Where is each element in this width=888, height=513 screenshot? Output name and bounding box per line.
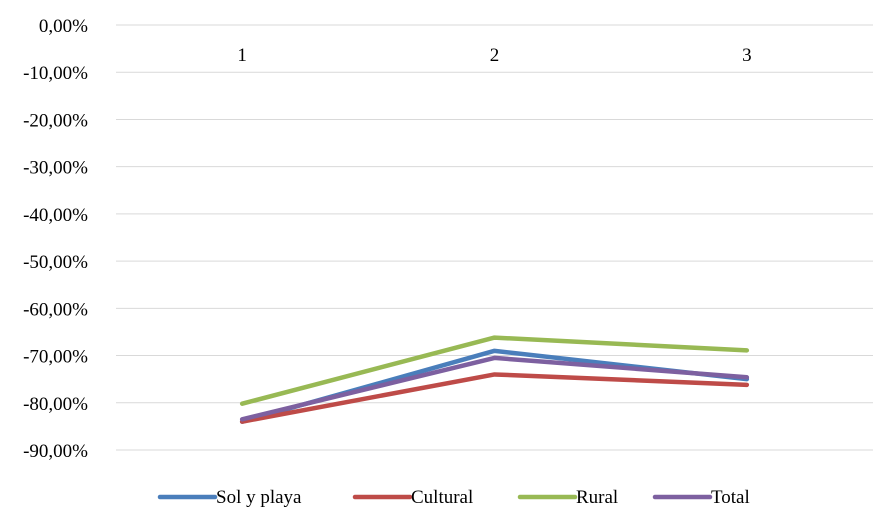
legend-item: Cultural <box>352 487 473 508</box>
y-tick-label: -70,00% <box>23 347 88 368</box>
y-axis-tick-labels: 0,00% -10,00% -20,00% -30,00% -40,00% -50,00%… <box>23 16 88 462</box>
series-line <box>239 348 750 424</box>
legend-label: Cultural <box>411 487 473 508</box>
y-tick-label: -40,00% <box>23 205 88 226</box>
series-lines <box>239 335 750 424</box>
legend: Sol y playa Cultural Rural Total <box>157 487 750 508</box>
y-tick-label: -10,00% <box>23 63 88 84</box>
legend-label: Rural <box>576 487 618 508</box>
series-line <box>239 335 750 406</box>
y-tick-label: -20,00% <box>23 110 88 131</box>
x-category-label: 3 <box>742 45 752 66</box>
x-axis-category-labels: 1 2 3 <box>237 45 751 66</box>
y-tick-label: -90,00% <box>23 441 88 462</box>
legend-item: Rural <box>517 487 618 508</box>
y-tick-label: -60,00% <box>23 299 88 320</box>
gridlines <box>116 24 873 451</box>
y-tick-label: -30,00% <box>23 158 88 179</box>
series-line <box>239 372 750 424</box>
y-tick-label: 0,00% <box>39 16 88 37</box>
legend-label: Total <box>711 487 750 508</box>
x-category-label: 1 <box>237 45 247 66</box>
legend-label: Sol y playa <box>216 487 302 508</box>
y-tick-label: -80,00% <box>23 394 88 415</box>
legend-item: Sol y playa <box>157 487 302 508</box>
x-category-label: 2 <box>490 45 500 66</box>
legend-item: Total <box>652 487 750 508</box>
y-tick-label: -50,00% <box>23 252 88 273</box>
series-line <box>239 355 750 422</box>
